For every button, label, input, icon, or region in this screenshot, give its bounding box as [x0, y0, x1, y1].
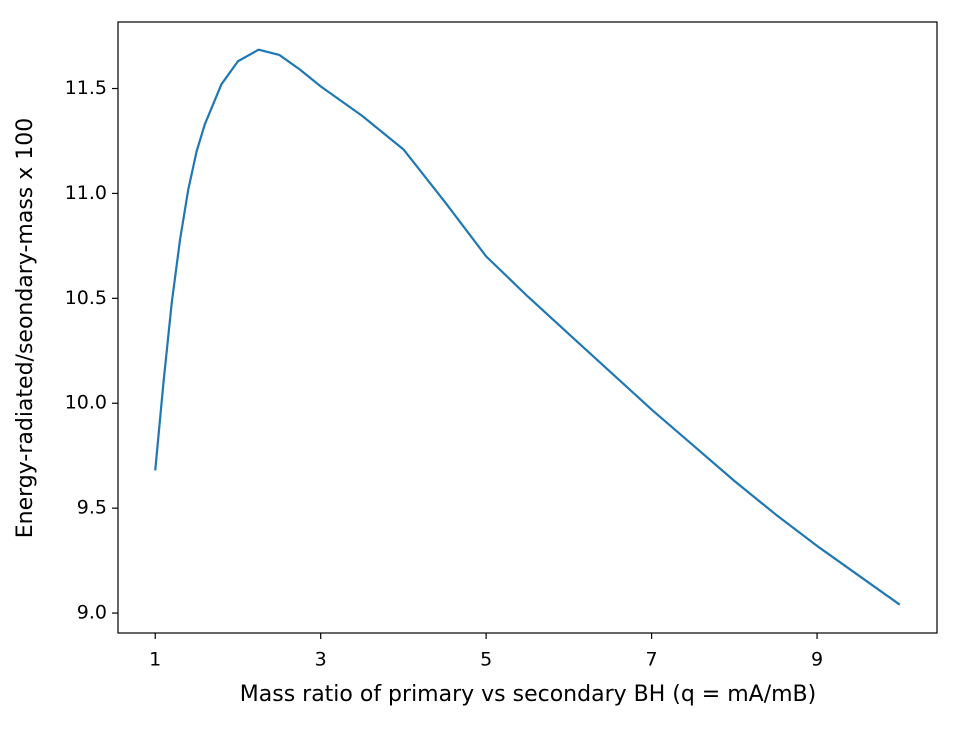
x-tick-label: 5	[480, 649, 492, 671]
x-tick-label: 9	[811, 649, 823, 671]
y-tick-label: 11.5	[65, 77, 107, 99]
y-tick-label: 9.5	[77, 497, 107, 519]
x-axis-label: Mass ratio of primary vs secondary BH (q…	[240, 682, 816, 707]
plot-frame	[117, 21, 938, 634]
data-line	[154, 48, 901, 606]
x-tick-label: 3	[315, 649, 327, 671]
y-axis-label: Energy-radiated/seondary-mass x 100	[13, 118, 38, 539]
y-tick-label: 10.5	[65, 287, 107, 309]
y-tick-label: 9.0	[77, 602, 107, 624]
y-tick-label: 10.0	[65, 392, 107, 414]
x-tick-label: 1	[149, 649, 161, 671]
y-tick-label: 11.0	[65, 182, 107, 204]
x-tick-label: 7	[646, 649, 658, 671]
